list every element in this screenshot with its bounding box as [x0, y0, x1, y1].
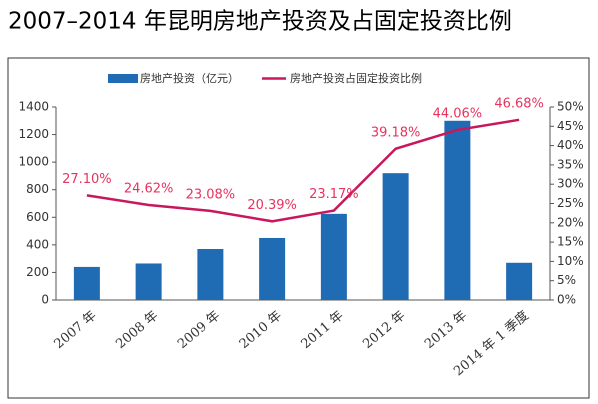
y2-tick-label: 50%	[557, 100, 584, 114]
y2-tick-label: 5%	[557, 273, 576, 287]
x-tick-label: 2011 年	[299, 308, 347, 352]
data-label: 39.18%	[371, 125, 421, 140]
line	[86, 118, 520, 223]
bar	[197, 248, 224, 300]
x-tick-label: 2007 年	[52, 308, 100, 352]
y2-tick-label: 30%	[557, 177, 584, 191]
y-tick-label: 800	[26, 182, 49, 196]
bar	[135, 263, 162, 300]
x-tick-label: 2008 年	[113, 308, 161, 352]
data-label: 27.10%	[62, 172, 112, 187]
y-tick-label: 1000	[18, 155, 49, 169]
bar	[444, 120, 471, 301]
y2-tick-label: 0%	[557, 293, 576, 307]
x-tick-label: 2010 年	[237, 308, 285, 352]
y2-tick-label: 15%	[557, 235, 584, 249]
legend-label: 房地产投资占固定投资比例	[290, 71, 422, 85]
data-label: 23.08%	[186, 187, 236, 202]
bar	[73, 266, 100, 300]
y2-tick-label: 10%	[557, 254, 584, 268]
x-tick-label: 2013 年	[422, 308, 470, 352]
y2-tick-label: 25%	[557, 196, 584, 210]
y-tick-label: 400	[26, 237, 49, 251]
y2-tick-label: 40%	[557, 138, 584, 152]
data-label: 20.39%	[247, 198, 297, 213]
legend-label: 房地产投资（亿元）	[140, 71, 239, 85]
legend-swatch	[108, 74, 138, 83]
chart-title: 2007–2014 年昆明房地产投资及占固定投资比例	[8, 9, 512, 35]
y2-tick-label: 45%	[557, 119, 584, 133]
y2-tick-label: 35%	[557, 157, 584, 171]
y2-tick-label: 20%	[557, 215, 584, 229]
data-label: 24.62%	[124, 181, 174, 196]
data-label: 44.06%	[433, 106, 483, 121]
bar	[259, 237, 286, 300]
data-label: 46.68%	[494, 96, 544, 111]
x-tick-label: 2009 年	[175, 308, 223, 352]
x-tick-label: 2012 年	[360, 308, 408, 352]
frame	[7, 57, 590, 399]
y-tick-label: 0	[41, 293, 49, 307]
bar	[320, 213, 347, 300]
bar	[382, 173, 409, 300]
y-tick-label: 600	[26, 210, 49, 224]
y-tick-label: 1200	[18, 127, 49, 141]
data-label: 23.17%	[309, 187, 359, 202]
y-tick-label: 200	[26, 265, 49, 279]
bar	[506, 262, 533, 300]
y-tick-label: 1400	[18, 100, 49, 114]
